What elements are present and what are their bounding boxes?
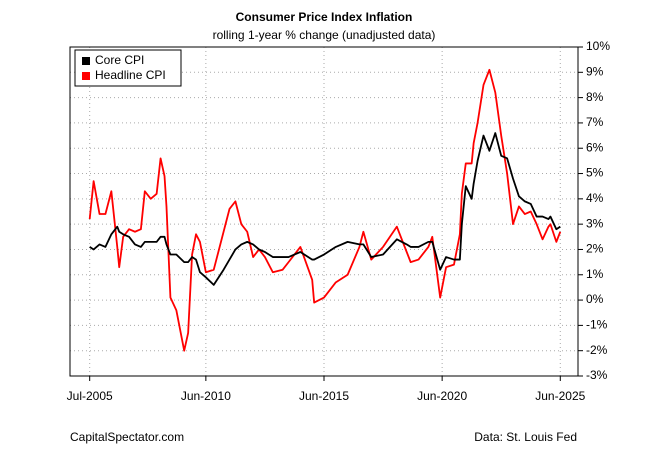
x-tick-label: Jun-2020 — [417, 389, 467, 403]
plot-frame — [69, 46, 579, 377]
y-tick-label: 0% — [586, 292, 604, 306]
y-tick-label: 3% — [586, 216, 604, 230]
y-tick-label: 5% — [586, 166, 604, 180]
x-tick-label: Jun-2025 — [535, 389, 585, 403]
chart-title: Consumer Price Index Inflation — [236, 10, 413, 24]
x-tick-label: Jun-2015 — [299, 389, 349, 403]
legend-swatch — [82, 57, 90, 65]
legend-label: Headline CPI — [95, 68, 166, 82]
y-tick-label: 6% — [586, 140, 604, 154]
series-line — [88, 68, 562, 352]
credit: CapitalSpectator.com — [70, 430, 184, 444]
y-tick-label: 1% — [586, 267, 604, 281]
y-tick-label: 10% — [586, 39, 610, 53]
y-tick-label: 7% — [586, 115, 604, 129]
y-tick-label: 8% — [586, 90, 604, 104]
x-tick-label: Jun-2010 — [181, 389, 231, 403]
x-tick-label: Jul-2005 — [67, 389, 113, 403]
y-tick-label: 4% — [586, 191, 604, 205]
source: Data: St. Louis Fed — [474, 430, 577, 444]
chart-subtitle: rolling 1-year % change (unadjusted data… — [213, 28, 436, 42]
y-tick-label: 9% — [586, 64, 604, 78]
series-line — [89, 132, 561, 286]
y-tick-label: -2% — [586, 343, 608, 357]
y-tick-label: -1% — [586, 318, 608, 332]
y-tick-label: -3% — [586, 368, 608, 382]
legend-swatch — [82, 72, 90, 80]
legend-box — [74, 49, 182, 87]
legend-label: Core CPI — [95, 53, 144, 67]
y-tick-label: 2% — [586, 242, 604, 256]
